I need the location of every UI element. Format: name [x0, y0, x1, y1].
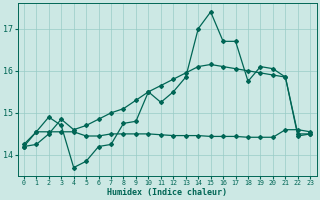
X-axis label: Humidex (Indice chaleur): Humidex (Indice chaleur) [107, 188, 227, 197]
